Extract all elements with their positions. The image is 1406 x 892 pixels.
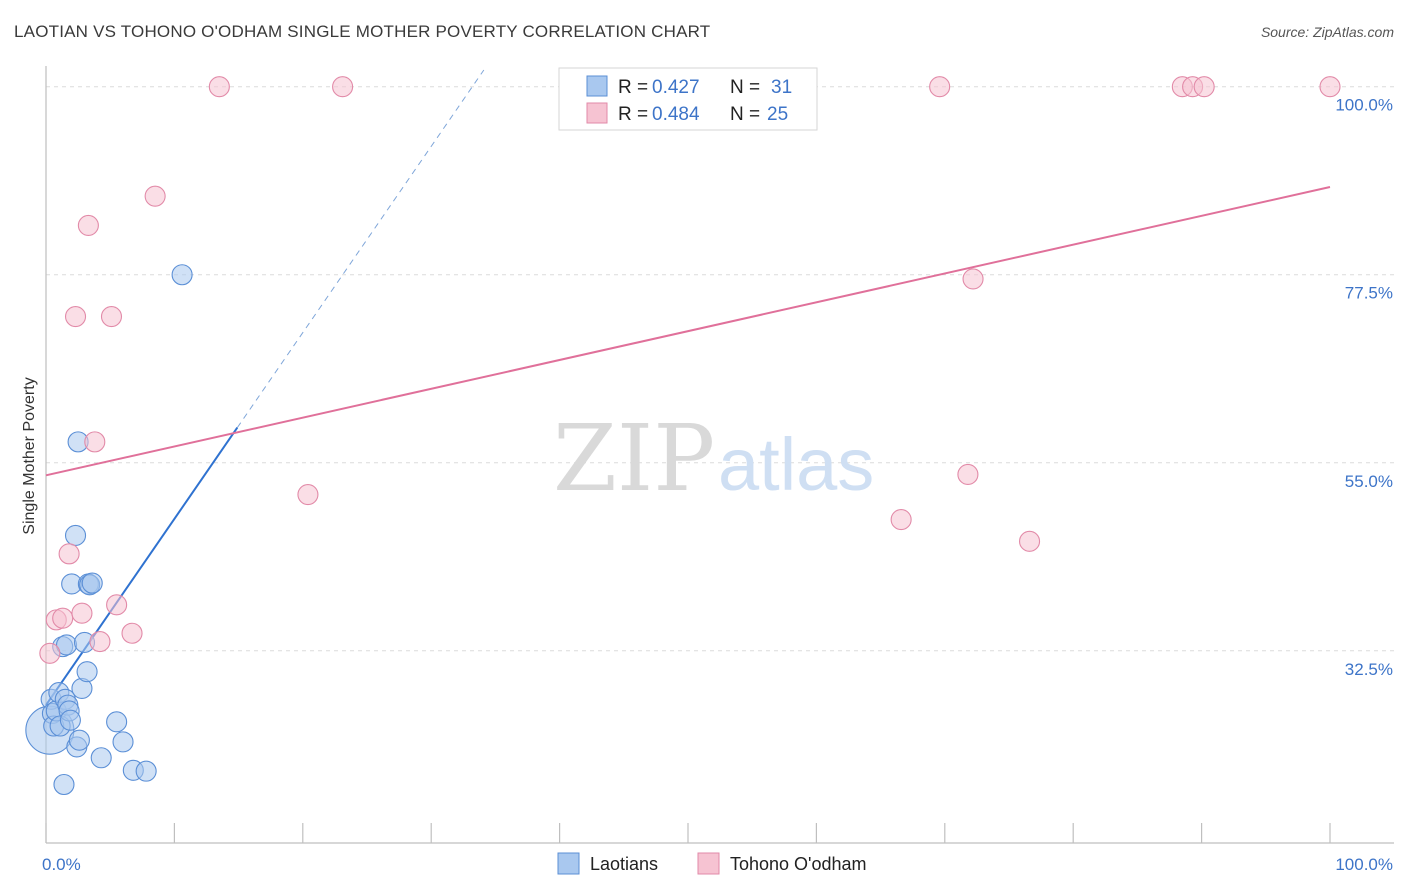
bottom-legend-swatch-tohono xyxy=(697,852,720,875)
legend-r-label: R = xyxy=(618,77,648,98)
data-points xyxy=(25,76,1341,796)
tohono-point xyxy=(71,602,93,624)
y-tick-label: 32.5% xyxy=(1345,660,1393,679)
legend-n-value: 31 xyxy=(771,77,792,98)
tohono-point xyxy=(1018,530,1041,552)
tohono-point xyxy=(208,76,230,98)
y-axis-label: Single Mother Poverty xyxy=(21,377,38,534)
laotian-trend-line xyxy=(45,427,239,706)
watermark: ZIP atlas xyxy=(553,405,874,512)
legend-swatch-laotians xyxy=(586,75,608,97)
legend-n-label: N = xyxy=(730,104,760,125)
tohono-point xyxy=(77,214,99,236)
laotian-point xyxy=(112,731,134,753)
tohono-point xyxy=(957,463,979,486)
series-legend: Laotians Tohono O'odham xyxy=(557,852,867,875)
legend-r-label: R = xyxy=(618,104,648,125)
tohono-point xyxy=(64,305,87,328)
tohono-point xyxy=(144,185,166,207)
correlation-legend: R = 0.427 N = 31 R = 0.484 N = 25 xyxy=(558,67,818,131)
laotian-point xyxy=(81,572,103,594)
trend-lines xyxy=(45,69,1331,706)
watermark-atlas: atlas xyxy=(718,423,874,506)
y-tick-label: 55.0% xyxy=(1345,472,1393,491)
tohono-point xyxy=(890,509,912,531)
tohono-point xyxy=(106,594,128,616)
legend-n-label: N = xyxy=(730,77,760,98)
laotian-point xyxy=(106,711,128,733)
x-tick-label: 100.0% xyxy=(1335,855,1393,874)
laotian-point xyxy=(64,524,87,547)
tohono-point xyxy=(1193,76,1215,98)
tohono-point xyxy=(962,268,984,290)
legend-r-value: 0.427 xyxy=(652,77,700,98)
laotian-point xyxy=(68,729,90,751)
laotian-point xyxy=(171,264,193,286)
laotian-trend-extension xyxy=(236,69,485,428)
chart-source: Source: ZipAtlas.com xyxy=(1260,24,1394,40)
legend-n-value: 25 xyxy=(767,104,788,125)
tohono-point xyxy=(84,431,106,453)
tohono-point xyxy=(100,305,123,328)
tohono-point xyxy=(297,483,319,506)
y-tick-label: 100.0% xyxy=(1335,96,1393,115)
tohono-point xyxy=(332,76,354,98)
tohono-point xyxy=(58,543,80,565)
legend-swatch-tohono xyxy=(586,102,608,124)
tohono-point xyxy=(929,76,951,98)
tohono-point xyxy=(1319,76,1341,98)
laotian-point xyxy=(90,747,112,769)
tohono-point xyxy=(52,607,74,629)
bottom-legend-label-laotians: Laotians xyxy=(590,854,658,874)
tohono-point xyxy=(121,622,143,644)
bottom-legend-label-tohono: Tohono O'odham xyxy=(730,854,867,874)
bottom-legend-swatch-laotians xyxy=(557,852,580,875)
chart-title: LAOTIAN VS TOHONO O'ODHAM SINGLE MOTHER … xyxy=(14,22,711,41)
legend-r-value: 0.484 xyxy=(652,104,700,125)
axes-layer: 32.5% 55.0% 77.5% 100.0% 0.0% 100.0% xyxy=(42,66,1394,874)
grid-layer xyxy=(46,86,1394,652)
y-tick-label: 77.5% xyxy=(1345,284,1393,303)
laotian-point xyxy=(59,709,81,731)
x-tick-label: 0.0% xyxy=(42,855,81,874)
laotian-point xyxy=(76,661,98,683)
laotian-point xyxy=(135,760,157,782)
tohono-point xyxy=(39,642,61,664)
tohono-trend-line xyxy=(45,186,1331,477)
watermark-zip: ZIP xyxy=(553,405,715,512)
tohono-point xyxy=(89,631,111,653)
laotian-point xyxy=(53,773,75,796)
